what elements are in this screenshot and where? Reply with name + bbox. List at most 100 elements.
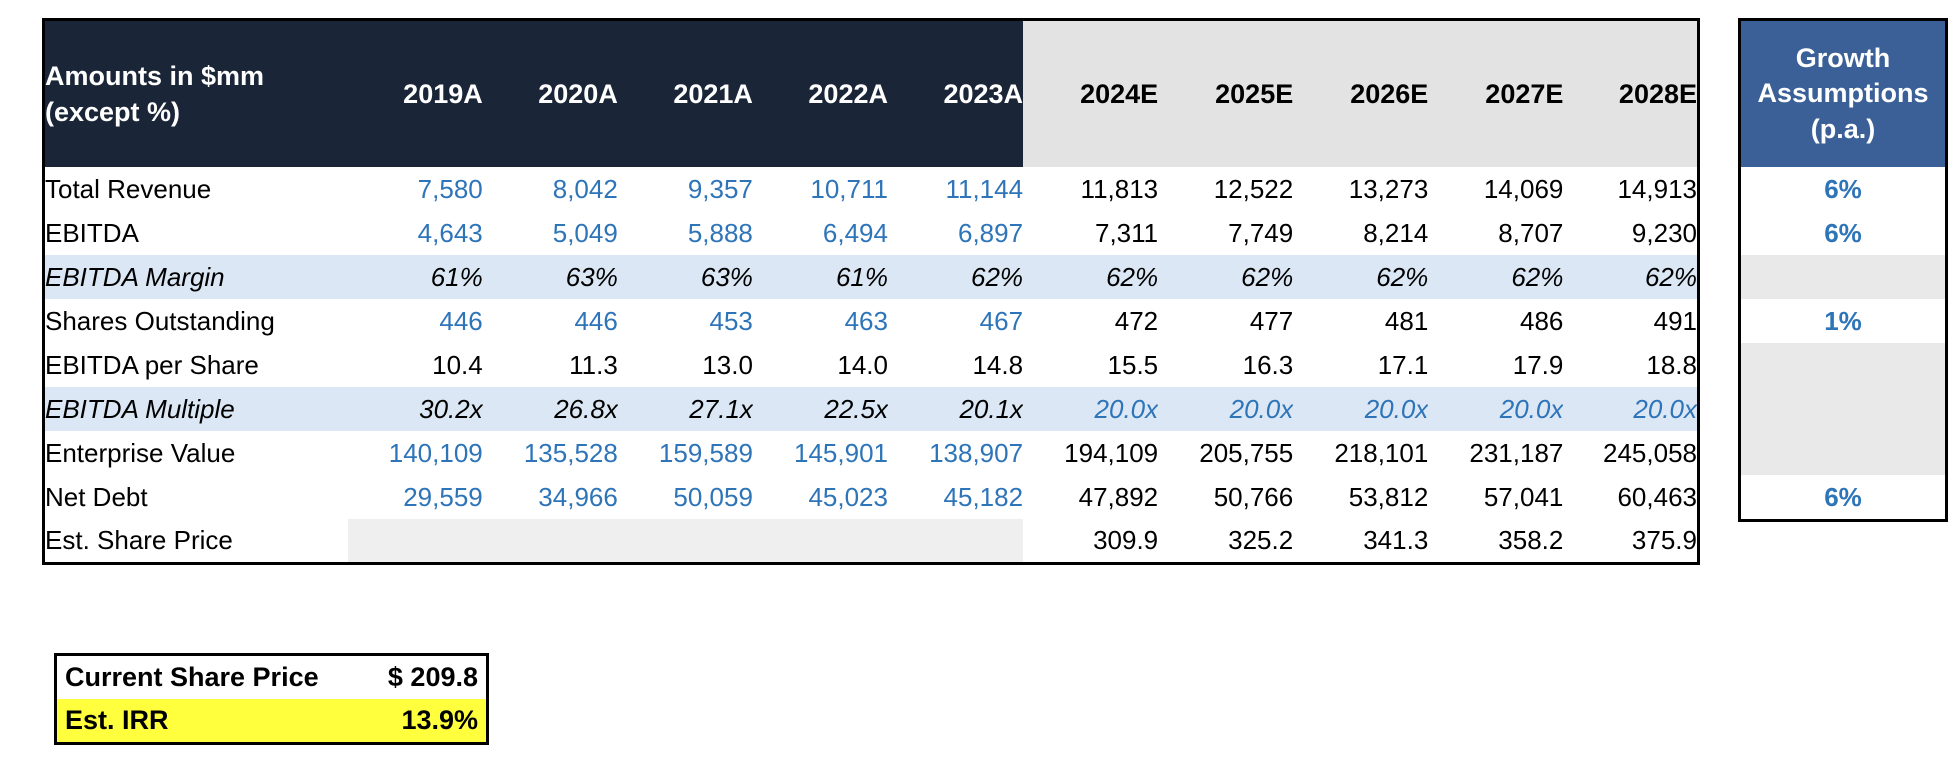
est-irr-label: Est. IRR [65,705,169,735]
growth-value-ebitda-multiple [1741,387,1945,431]
cell: 13.0 [702,350,753,380]
cell: 9,357 [687,174,753,204]
cell: 138,907 [929,438,1024,468]
cell: 481 [1384,306,1429,336]
growth-value-ebitda-per-share [1741,343,1945,387]
column-header-2027E: 2027E [1428,19,1564,167]
column-header-2025E: 2025E [1158,19,1294,167]
cell: 62% [1023,255,1159,299]
cell: 159,589 [658,438,753,468]
cell: 62% [1158,255,1294,299]
cell: 10.4 [432,350,483,380]
cell: 63% [617,255,753,299]
cell: 11.3 [569,350,618,380]
cell: 60,463 [1617,482,1697,512]
cell: 463 [844,306,888,336]
cell: 6,494 [822,218,888,248]
table-title: Amounts in $mm (except %) [43,19,348,167]
growth-header-line2: Assumptions [1757,78,1929,109]
cell: 7,311 [1095,218,1159,248]
table-title-line1: Amounts in $mm [45,60,265,91]
cell: 11,813 [1080,174,1159,204]
cell: 50,059 [673,482,753,512]
cell: 14.8 [972,350,1024,380]
cell: 341.3 [1363,525,1429,556]
cell: 22.5x [752,387,888,431]
growth-assumptions-header: Growth Assumptions (p.a.) [1741,21,1945,167]
current-share-price-row: Current Share Price $ 209.8 [57,656,486,699]
table-row-net-debt: Net Debt 29,559 34,966 50,059 45,023 45,… [44,475,1699,519]
row-label: Net Debt [45,482,148,512]
table-row-ebitda-margin: EBITDA Margin 61% 63% 63% 61% 62% 62% 62… [43,255,1699,299]
cell: 218,101 [1334,438,1429,468]
cell [617,519,753,563]
row-label: EBITDA Margin [43,255,348,299]
cell: 62% [887,255,1024,299]
table-row-ebitda-multiple: EBITDA Multiple 30.2x 26.8x 27.1x 22.5x … [43,387,1699,431]
cell: 472 [1114,306,1159,336]
row-label: Est. Share Price [45,525,233,556]
growth-header-line1: Growth [1795,42,1891,73]
cell: 45,182 [943,482,1024,512]
growth-value-shares-outstanding: 1% [1824,305,1862,336]
cell: 45,023 [808,482,888,512]
header-row: Amounts in $mm (except %) 2019A 2020A 20… [43,19,1699,167]
cell: 34,966 [538,482,618,512]
cell: 140,109 [388,438,483,468]
cell [482,519,618,563]
cell: 29,559 [403,482,483,512]
growth-value-total-revenue: 6% [1824,173,1862,204]
cell [752,519,888,563]
cell: 446 [574,306,618,336]
growth-value-ebitda-margin [1741,255,1945,299]
cell: 446 [439,306,483,336]
cell: 135,528 [523,438,618,468]
cell: 26.8x [482,387,618,431]
cell: 20.1x [887,387,1024,431]
table-row-total-revenue: Total Revenue 7,580 8,042 9,357 10,711 1… [44,167,1699,211]
cell: 245,058 [1603,438,1697,468]
cell: 145,901 [794,438,888,468]
cell: 358.2 [1498,525,1564,556]
cell: 30.2x [347,387,483,431]
row-label: EBITDA per Share [45,350,259,380]
cell: 61% [347,255,483,299]
cell: 4,643 [417,218,483,248]
cell: 61% [752,255,888,299]
cell: 62% [1563,255,1699,299]
cell: 375.9 [1631,525,1697,556]
row-label: EBITDA [45,218,139,248]
row-label: Total Revenue [45,174,212,204]
cell: 7,749 [1228,218,1294,248]
cell: 62% [1293,255,1429,299]
cell: 63% [482,255,618,299]
column-header-2026E: 2026E [1293,19,1429,167]
column-header-2021A: 2021A [617,19,753,167]
cell: 5,888 [687,218,753,248]
cell: 194,109 [1064,438,1159,468]
column-header-2024E: 2024E [1023,19,1159,167]
growth-value-net-debt: 6% [1824,481,1862,512]
cell: 16.3 [1242,350,1294,380]
cell: 17.1 [1377,350,1429,380]
table-title-line2: (except %) [45,97,181,127]
cell: 20.0x [1023,387,1159,431]
cell: 12,522 [1213,174,1294,204]
cell: 486 [1519,306,1564,336]
cell: 17.9 [1512,350,1564,380]
share-price-summary-box: Current Share Price $ 209.8 Est. IRR 13.… [54,653,489,745]
cell: 20.0x [1428,387,1564,431]
cell: 491 [1653,306,1697,336]
cell: 20.0x [1563,387,1699,431]
table-row-ebitda: EBITDA 4,643 5,049 5,888 6,494 6,897 7,3… [44,211,1699,255]
growth-assumptions-box: Growth Assumptions (p.a.) 6% 6% 1% 6% [1738,18,1948,522]
valuation-table: Amounts in $mm (except %) 2019A 2020A 20… [42,18,1700,565]
table-row-enterprise-value: Enterprise Value 140,109 135,528 159,589… [44,431,1699,475]
cell [887,519,1024,563]
cell: 309.9 [1093,525,1159,556]
row-label: Enterprise Value [45,438,236,468]
growth-header-line3: (p.a.) [1810,113,1876,144]
cell: 47,892 [1078,482,1159,512]
cell: 205,755 [1199,438,1294,468]
table-row-shares-outstanding: Shares Outstanding 446 446 453 463 467 4… [44,299,1699,343]
